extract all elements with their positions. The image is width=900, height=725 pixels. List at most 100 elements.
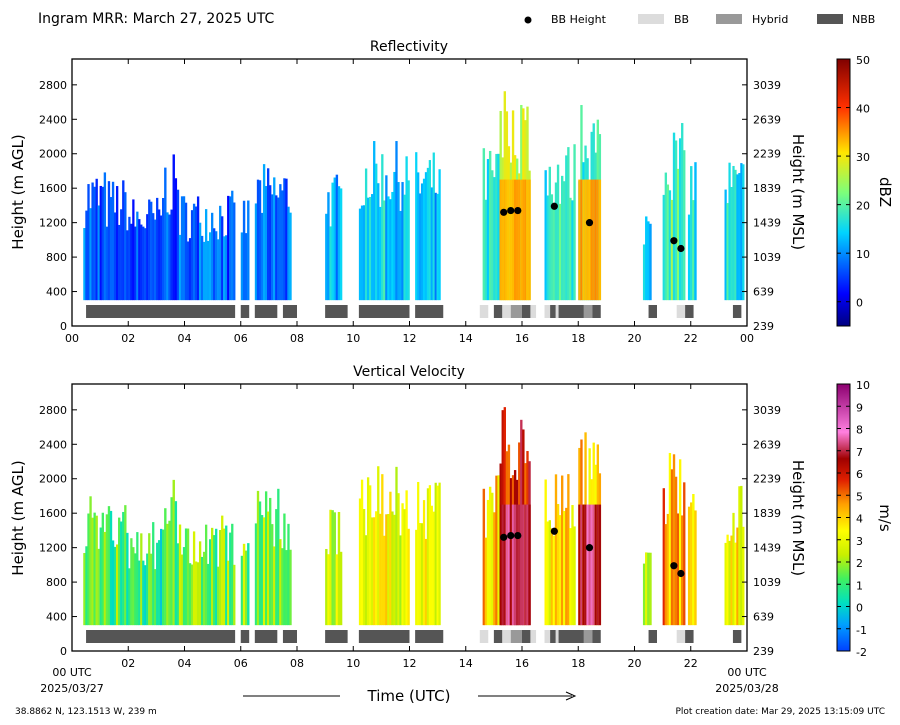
echo-column xyxy=(565,155,568,301)
echo-column xyxy=(333,177,336,301)
echo-column xyxy=(136,211,139,301)
echo-core xyxy=(592,504,595,626)
x-tick-label: 12 xyxy=(403,657,417,670)
legend-nbb-label: NBB xyxy=(852,13,875,26)
echo-column xyxy=(223,236,226,301)
echo-column xyxy=(122,180,125,301)
echo-column xyxy=(403,509,406,626)
classification-segment-nbb xyxy=(648,630,657,643)
echo-column xyxy=(113,546,117,626)
classification-segment-nbb xyxy=(550,305,556,318)
echo-core xyxy=(526,504,529,626)
classification-segment-nbb xyxy=(522,630,531,643)
echo-column xyxy=(548,166,551,301)
echo-column xyxy=(170,497,173,626)
colorbar-tick-label: -2 xyxy=(856,646,867,659)
echo-column xyxy=(217,566,220,626)
velocity-data-layer xyxy=(83,407,745,626)
echo-column xyxy=(683,150,686,301)
echo-core xyxy=(528,504,531,626)
echo-core xyxy=(588,179,591,301)
echo-column xyxy=(424,538,428,626)
x-tick-label: 10 xyxy=(346,657,360,670)
echo-core xyxy=(588,504,591,626)
echo-column xyxy=(415,529,418,626)
echo-column xyxy=(118,224,121,301)
colorbar-tick-label: 4 xyxy=(856,513,863,526)
echo-column xyxy=(484,199,488,301)
echo-column xyxy=(417,481,420,626)
echo-column xyxy=(339,551,343,626)
echo-column xyxy=(561,175,564,301)
echo-column xyxy=(240,555,244,626)
reflectivity-title: Reflectivity xyxy=(370,39,448,55)
echo-column xyxy=(182,547,186,626)
echo-column xyxy=(740,485,743,626)
echo-column xyxy=(381,154,384,301)
x-tick-label: 12 xyxy=(403,332,417,345)
echo-column xyxy=(279,184,282,301)
echo-column xyxy=(168,520,171,626)
echo-column xyxy=(325,548,328,626)
location-text: 38.8862 N, 123.1513 W, 239 m xyxy=(15,707,157,717)
echo-core xyxy=(580,179,583,301)
echo-column xyxy=(552,207,556,301)
echo-column xyxy=(694,162,697,301)
y-tick-label-right: 3039 xyxy=(753,79,781,92)
echo-column xyxy=(215,528,218,626)
echo-column xyxy=(148,533,151,626)
x-tick-label: 14 xyxy=(459,657,473,670)
echo-column xyxy=(95,178,98,301)
echo-column xyxy=(738,173,741,301)
dbz-colorbar-ticks: 50 40 30 20 10 0 xyxy=(837,54,870,310)
y-tick-label-right: 2239 xyxy=(753,473,781,486)
echo-column xyxy=(95,515,98,626)
bb-height-point xyxy=(514,531,522,540)
y-tick-label-right: 2639 xyxy=(753,438,781,451)
echo-column xyxy=(152,522,155,626)
echo-column xyxy=(186,528,190,626)
x-tick-label: 02 xyxy=(121,657,135,670)
echo-column xyxy=(405,156,408,301)
x-tick-label: 08 xyxy=(290,332,304,345)
echo-column xyxy=(399,535,402,626)
colorbar-tick-label: 8 xyxy=(856,424,863,437)
classification-segment-bb xyxy=(544,630,551,643)
echo-core xyxy=(518,504,521,626)
echo-core xyxy=(582,504,585,626)
y-tick-label: 0 xyxy=(60,320,67,333)
echo-core xyxy=(518,179,521,301)
echo-column xyxy=(567,474,570,626)
echo-column xyxy=(329,226,332,301)
x-tick-label: 22 xyxy=(684,657,698,670)
echo-column xyxy=(273,177,276,301)
echo-core xyxy=(522,504,525,626)
echo-column xyxy=(285,550,288,626)
echo-column xyxy=(152,213,155,301)
echo-column xyxy=(687,214,691,301)
echo-column xyxy=(422,500,426,626)
echo-column xyxy=(571,200,574,301)
echo-column xyxy=(277,488,280,626)
echo-column xyxy=(491,170,494,301)
echo-column xyxy=(389,199,392,301)
reflectivity-ylabel-right: Height (m MSL) xyxy=(789,134,807,250)
echo-column xyxy=(188,563,192,626)
echo-column xyxy=(397,182,400,301)
echo-column xyxy=(247,200,250,301)
echo-column xyxy=(422,178,426,301)
echo-column xyxy=(132,199,135,301)
velocity-classification-bar xyxy=(86,630,742,643)
echo-column xyxy=(674,140,678,301)
echo-column xyxy=(379,513,382,626)
echo-core xyxy=(507,504,511,626)
echo-column xyxy=(162,197,165,301)
classification-segment-nbb xyxy=(558,305,584,318)
echo-column xyxy=(196,562,200,626)
echo-column xyxy=(672,132,676,301)
echo-column xyxy=(142,226,145,301)
classification-segment-nbb xyxy=(592,630,601,643)
classification-segment-bb xyxy=(555,630,559,643)
end-utc-label: 00 UTC xyxy=(727,666,767,679)
